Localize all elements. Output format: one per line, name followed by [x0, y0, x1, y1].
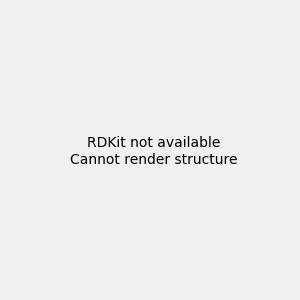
- Text: RDKit not available
Cannot render structure: RDKit not available Cannot render struct…: [70, 136, 238, 166]
